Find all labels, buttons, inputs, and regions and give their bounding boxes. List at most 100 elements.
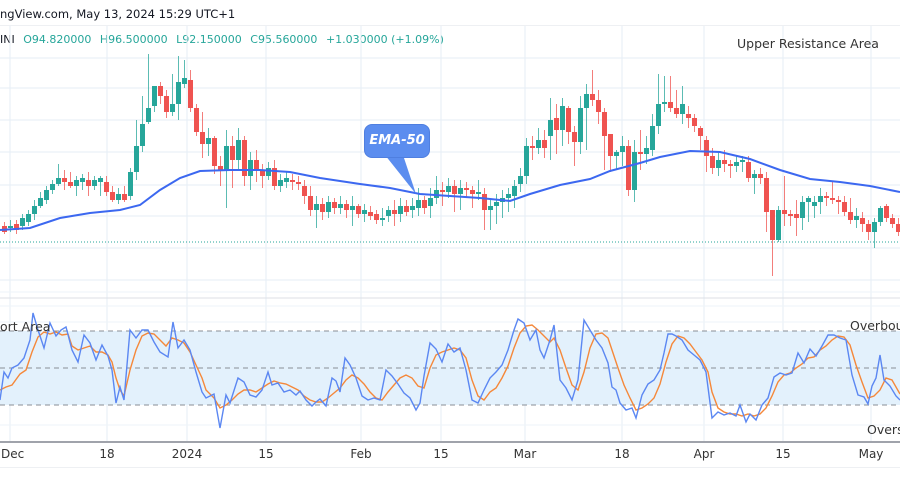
candle-body [494,202,499,206]
candle-body [362,210,367,214]
candle-body [716,160,721,168]
candle-body [692,118,697,126]
candle-body [878,208,883,222]
candle-body [386,210,391,216]
ema-callout-pointer [385,155,416,194]
candle-body [680,104,685,114]
candle-body [602,112,607,136]
candle-body [590,94,595,100]
candle-body [98,178,103,182]
candle-body [314,204,319,210]
candle-body [440,190,445,192]
candle-body [122,194,127,200]
candle-body [404,206,409,212]
candle-body [392,210,397,214]
time-axis-label: 2024 [171,447,203,461]
candle-body [200,132,205,144]
candle-body [128,172,133,196]
candle-body [872,222,877,232]
candle-body [674,108,679,114]
candle-body [194,108,199,132]
candle-body [68,182,73,186]
candle-body [572,132,577,142]
candle-body [584,94,589,108]
candle-body [332,202,337,208]
candle-body [110,192,115,200]
candle-body [668,102,673,108]
candle-body [896,224,900,232]
candle-body [656,104,661,126]
candle-body [170,104,175,112]
candle-body [650,126,655,150]
candle-body [860,218,865,224]
candle-body [836,200,841,202]
candle-body [320,204,325,212]
candle-body [614,152,619,156]
candle-body [662,102,667,104]
ema-50-line [0,149,900,231]
symbol-label: INI [0,33,15,46]
upper-resistance-label: Upper Resistance Area [737,36,879,51]
candle-body [38,198,43,206]
stochastic-d-line [0,324,900,417]
candle-body [578,108,583,142]
candle-body [812,202,817,206]
open-value: O94.820000 [23,33,92,46]
candle-body [296,182,301,184]
candle-body [608,134,613,156]
change-value: +1.030000 (+1.09%) [325,33,444,46]
chart-header: ngView.com, May 13, 2024 15:29 UTC+1 [0,0,900,26]
candle-body [848,212,853,220]
close-value: C95.560000 [250,33,318,46]
candle-body [104,182,109,192]
ema-50-callout: EMA-50 [364,124,430,158]
candle-body [188,80,193,108]
candle-body [788,214,793,216]
candle-body [806,198,811,202]
candle-body [176,82,181,104]
time-axis[interactable]: Dec 18 2024 15 Feb 15 Mar 18 Apr 15 May [0,441,900,463]
candle-body [488,206,493,210]
candle-body [50,184,55,190]
candle-body [596,100,601,112]
candle-body [824,196,829,198]
candle-body [302,186,307,196]
candle-body [416,200,421,208]
candle-body [230,146,235,160]
candle-body [890,218,895,224]
candle-body [152,86,157,106]
candle-body [512,186,517,196]
candle-body [476,192,481,194]
candle-body [212,138,217,166]
header-divider [0,25,900,26]
time-axis-label: Feb [350,447,372,461]
candle-body [686,114,691,118]
candle-body [746,162,751,178]
candle-body [182,78,187,84]
ohlc-legend: INI O94.820000 H96.500000 L92.150000 C95… [0,33,449,46]
candle-body [344,204,349,210]
candle-body [242,140,247,176]
candle-body [830,198,835,200]
candle-body [356,206,361,214]
candle-body [800,202,805,218]
candle-body [398,206,403,214]
support-area-label: ort Area [0,319,51,334]
candle-body [422,200,427,208]
candle-body [164,96,169,112]
candle-body [524,146,529,176]
candle-body [20,218,25,226]
stochastic-k-line [0,312,900,429]
candle-body [620,146,625,152]
candle-body [506,194,511,198]
oversold-label: Overs [867,422,900,437]
candle-body [638,152,643,154]
candle-body [134,146,139,172]
time-axis-label: Apr [693,447,715,461]
candle-body [374,214,379,220]
candle-body [206,138,211,144]
time-axis-label: 15 [433,447,449,461]
time-axis-label: 18 [99,447,115,461]
candle-body [350,206,355,210]
